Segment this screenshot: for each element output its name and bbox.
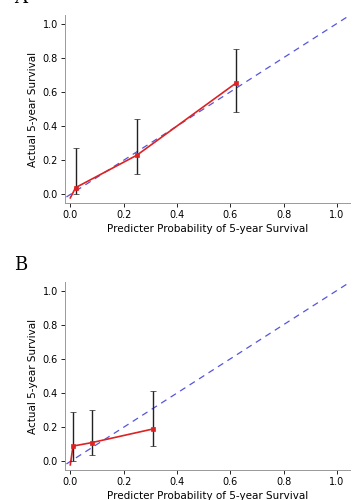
Text: A: A (14, 0, 27, 8)
Text: B: B (14, 256, 27, 274)
Y-axis label: Actual 5-year Survival: Actual 5-year Survival (29, 318, 39, 434)
X-axis label: Predicter Probability of 5-year Survival: Predicter Probability of 5-year Survival (107, 224, 308, 234)
Y-axis label: Actual 5-year Survival: Actual 5-year Survival (29, 52, 39, 166)
X-axis label: Predicter Probability of 5-year Survival: Predicter Probability of 5-year Survival (107, 491, 308, 500)
